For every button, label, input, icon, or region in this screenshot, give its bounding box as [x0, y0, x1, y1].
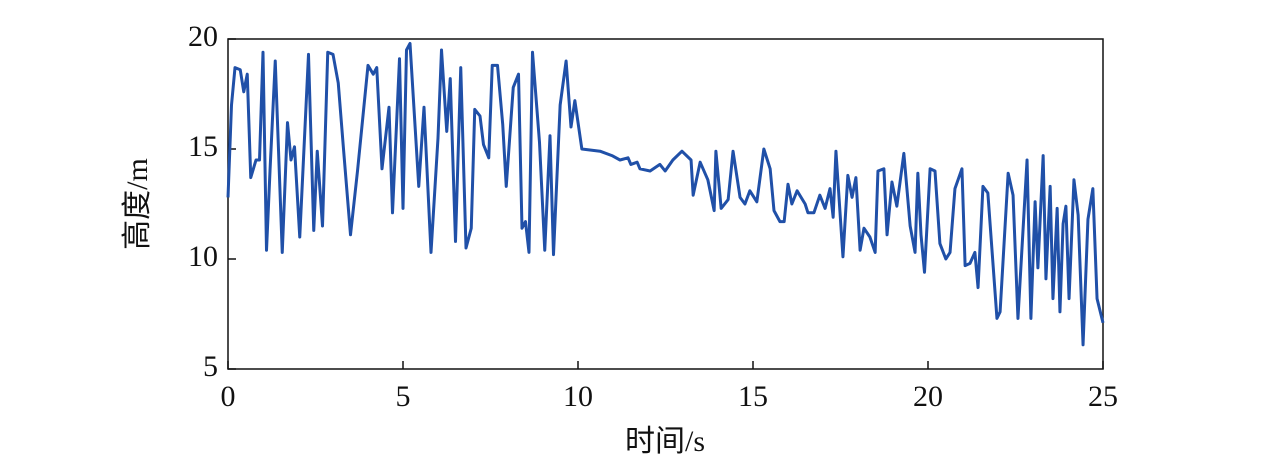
x-tick-label: 0 — [221, 380, 236, 413]
y-tick-label: 20 — [188, 20, 218, 53]
plot-frame — [227, 38, 1104, 370]
x-tick-label: 10 — [563, 380, 593, 413]
y-tick-label: 15 — [188, 130, 218, 163]
y-tick-label: 10 — [188, 240, 218, 273]
y-axis-label: 高度/m — [121, 158, 154, 250]
x-tick-label: 20 — [913, 380, 943, 413]
data-line — [226, 41, 1105, 347]
x-axis-label: 时间/s — [625, 425, 705, 458]
x-tick-label: 15 — [738, 380, 768, 413]
x-tick-label: 25 — [1088, 380, 1118, 413]
x-tick-label: 5 — [396, 380, 411, 413]
y-tick-label: 5 — [203, 350, 218, 383]
